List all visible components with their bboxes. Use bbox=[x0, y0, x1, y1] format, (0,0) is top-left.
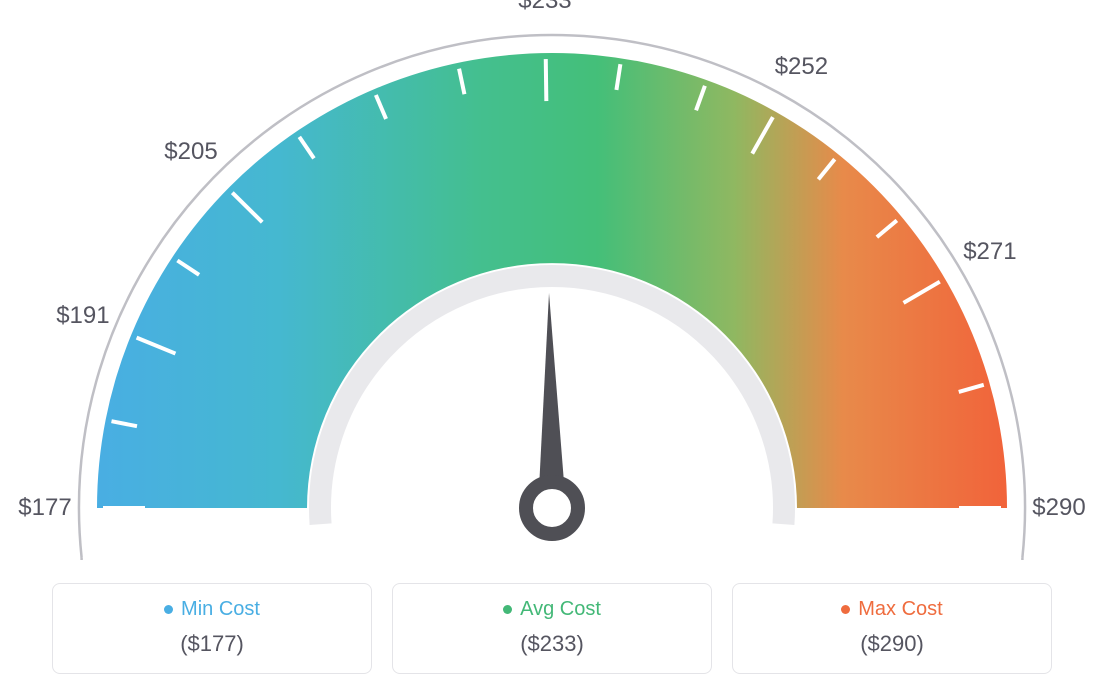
legend-title-max-text: Max Cost bbox=[858, 598, 942, 621]
legend-card-max: Max Cost ($290) bbox=[732, 583, 1052, 674]
gauge-tick-label: $191 bbox=[56, 302, 109, 330]
legend-dot-avg bbox=[503, 605, 512, 614]
legend-value-min: ($177) bbox=[53, 631, 371, 657]
legend-card-min: Min Cost ($177) bbox=[52, 583, 372, 674]
legend-title-min-text: Min Cost bbox=[181, 598, 260, 621]
legend-title-min: Min Cost bbox=[164, 598, 260, 621]
legend-title-avg-text: Avg Cost bbox=[520, 598, 601, 621]
legend-value-max: ($290) bbox=[733, 631, 1051, 657]
legend-title-max: Max Cost bbox=[841, 598, 942, 621]
legend-value-avg: ($233) bbox=[393, 631, 711, 657]
legend-card-avg: Avg Cost ($233) bbox=[392, 583, 712, 674]
gauge-svg bbox=[0, 0, 1104, 560]
gauge-tick-label: $252 bbox=[775, 53, 828, 81]
gauge-chart: $177 $191 $205 $233 $252 $271 $290 bbox=[0, 0, 1104, 560]
legend-dot-min bbox=[164, 605, 173, 614]
legend-title-avg: Avg Cost bbox=[503, 598, 601, 621]
legend-dot-max bbox=[841, 605, 850, 614]
gauge-tick-label: $290 bbox=[1032, 494, 1085, 522]
legend-row: Min Cost ($177) Avg Cost ($233) Max Cost… bbox=[0, 583, 1104, 674]
gauge-tick-label: $233 bbox=[518, 0, 571, 15]
gauge-tick-label: $177 bbox=[18, 494, 71, 522]
gauge-tick-label: $271 bbox=[963, 238, 1016, 266]
gauge-tick-label: $205 bbox=[164, 138, 217, 166]
